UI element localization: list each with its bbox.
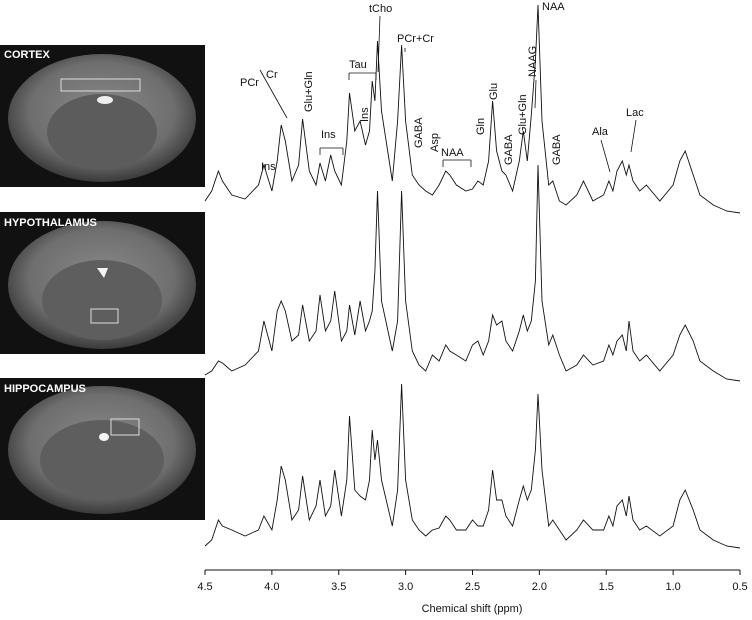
peak-label: Tau	[349, 59, 367, 71]
x-tick-label: 2.0	[532, 581, 547, 593]
x-tick-label: 4.0	[264, 581, 279, 593]
peak-label: GABA	[503, 134, 515, 165]
x-tick-label: 2.5	[465, 581, 480, 593]
region-label: CORTEX	[4, 49, 51, 61]
leader-line	[377, 15, 381, 73]
leader-line	[600, 139, 611, 173]
x-tick-label: 3.0	[398, 581, 413, 593]
x-tick-label: 0.5	[732, 581, 747, 593]
leader-line	[630, 119, 637, 153]
region-label: HIPPOCAMPUS	[4, 383, 86, 395]
peak-label: PCr+Cr	[397, 33, 434, 45]
spectrum-line	[204, 4, 741, 214]
x-axis-label: Chemical shift (ppm)	[422, 603, 523, 615]
peak-label: Ala	[592, 126, 609, 138]
peak-label: Lac	[626, 107, 644, 119]
spectrum-line	[204, 164, 741, 382]
leader-line	[534, 79, 537, 109]
peak-label: Glu	[488, 83, 500, 100]
x-tick-label: 1.5	[599, 581, 614, 593]
peak-label: tCho	[369, 3, 392, 15]
peak-label: GABA	[551, 134, 563, 165]
peak-label: GABA	[413, 117, 425, 148]
x-tick-label: 4.5	[197, 581, 212, 593]
peak-label: Glu+Gln	[517, 94, 529, 135]
peak-label: NAA	[441, 147, 464, 159]
region-label: HYPOTHALAMUS	[4, 217, 97, 229]
peak-label: Asp	[429, 133, 441, 152]
peak-label: Glu+Gln	[303, 71, 315, 112]
leader-line	[259, 69, 288, 119]
peak-label: NAAG	[527, 46, 539, 77]
mri-images	[0, 45, 205, 520]
peak-label: Ins	[261, 161, 276, 173]
peak-label: Gln	[475, 118, 487, 135]
x-tick-label: 1.0	[665, 581, 680, 593]
peak-label: PCr	[240, 77, 259, 89]
peak-label: Cr	[266, 69, 278, 81]
x-tick-label: 3.5	[331, 581, 346, 593]
peak-label: NAA	[542, 1, 565, 13]
spectrum-line	[204, 383, 741, 549]
peak-label: Ins	[359, 107, 371, 122]
peak-label: Ins	[321, 129, 336, 141]
